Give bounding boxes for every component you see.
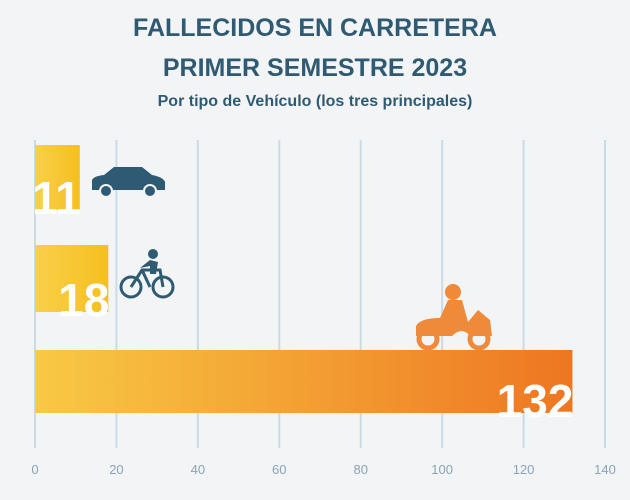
x-tick-label: 140 (594, 462, 616, 477)
bars: 11 18 132 (32, 145, 573, 427)
chart-title: FALLECIDOS EN CARRETERA (133, 14, 497, 42)
x-tick-label: 0 (31, 462, 38, 477)
chart-title-2: PRIMER SEMESTRE 2023 (163, 54, 467, 82)
x-tick-label: 20 (109, 462, 123, 477)
x-tick-label: 80 (353, 462, 367, 477)
value-label: 11 (32, 172, 81, 224)
x-tick-label: 100 (431, 462, 453, 477)
value-label: 18 (58, 274, 109, 326)
x-tick-label: 120 (513, 462, 535, 477)
x-axis: 0 20 40 60 80 100 120 140 (31, 462, 615, 477)
bicycle-icon (119, 249, 175, 299)
bar (35, 245, 109, 312)
car-icon (92, 167, 165, 198)
chart-subtitle: Por tipo de Vehículo (los tres principal… (158, 93, 473, 110)
bar (35, 145, 80, 210)
motorcycle-icon (416, 284, 492, 351)
x-tick-label: 40 (191, 462, 205, 477)
x-tick-label: 60 (272, 462, 286, 477)
value-label: 132 (497, 375, 574, 427)
bar (35, 350, 573, 413)
